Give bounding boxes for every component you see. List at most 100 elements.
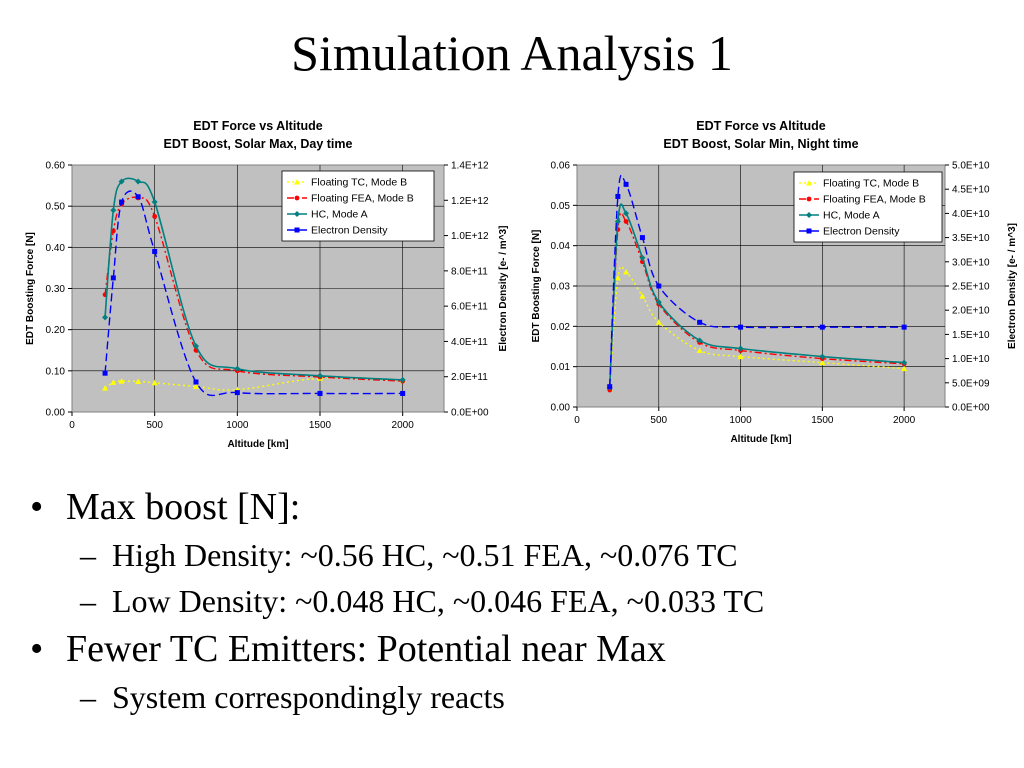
- legend: Floating TC, Mode B Floating FEA, Mode B H…: [281, 170, 435, 242]
- x-tick-label: 1500: [309, 420, 332, 431]
- x-tick-label: 1000: [226, 420, 249, 431]
- sub-bullet-item: – System correspondingly reacts: [30, 674, 1010, 720]
- series-density: [102, 190, 406, 397]
- data-point: [639, 293, 646, 299]
- y2-tick-label: 1.0E+12: [451, 231, 489, 242]
- y-tick-label: 0.10: [46, 366, 66, 377]
- data-point: [623, 268, 630, 275]
- data-point: [234, 390, 240, 396]
- data-point: [655, 319, 662, 325]
- y2-tick-label: 0.0E+00: [952, 403, 990, 414]
- data-point: [623, 210, 630, 217]
- data-point: [152, 248, 158, 254]
- data-point: [655, 299, 662, 306]
- data-point: [400, 390, 406, 396]
- data-point: [656, 283, 662, 289]
- data-point: [607, 384, 613, 390]
- data-point: [806, 196, 812, 202]
- bullet-dot: •: [30, 486, 44, 528]
- x-tick-label: 1000: [729, 415, 752, 426]
- data-point: [901, 324, 907, 330]
- y-tick-label: 0.60: [46, 161, 66, 172]
- series-line: [104, 196, 403, 382]
- legend-label: HC, Mode A: [823, 210, 880, 222]
- bullet-text: Fewer TC Emitters: Potential near Max: [66, 628, 666, 670]
- y-tick-label: 0.03: [551, 282, 571, 293]
- data-point: [135, 378, 142, 385]
- data-point: [819, 324, 825, 330]
- legend-label: Floating TC, Mode B: [823, 178, 919, 190]
- series-hc: [102, 177, 406, 383]
- x-tick-label: 2000: [893, 415, 916, 426]
- x-axis-label: Altitude [km]: [227, 439, 288, 450]
- series-line: [104, 177, 403, 381]
- y-tick-label: 0.40: [46, 243, 66, 254]
- bullet-list: • Max boost [N]: – High Density: ~0.56 HC,…: [30, 482, 1010, 720]
- x-tick-label: 0: [69, 420, 75, 431]
- chart-title: EDT Force vs Altitude: [193, 119, 322, 133]
- y2-tick-label: 2.0E+11: [451, 372, 488, 383]
- chart-solar-min: EDT Force vs Altitude EDT Boost, Solar Mi…: [531, 119, 1018, 445]
- chart-solar-max: EDT Force vs Altitude EDT Boost, Solar Ma…: [25, 119, 509, 450]
- sub-bullet-item: – High Density: ~0.56 HC, ~0.51 FEA, ~0.0…: [30, 532, 1010, 578]
- series-line: [104, 377, 403, 391]
- legend-label: Floating TC, Mode B: [311, 177, 407, 189]
- y2-tick-label: 6.0E+11: [451, 302, 488, 313]
- y-tick-label: 0.06: [551, 161, 571, 172]
- bullet-item: • Max boost [N]:: [30, 482, 1010, 532]
- data-point: [639, 254, 646, 261]
- y2-tick-label: 5.0E+10: [952, 161, 990, 172]
- data-point: [135, 194, 141, 200]
- x-tick-label: 500: [650, 415, 667, 426]
- y-tick-label: 0.50: [46, 202, 66, 213]
- y-tick-label: 0.01: [551, 362, 571, 373]
- data-point: [294, 179, 300, 185]
- data-point: [193, 383, 199, 389]
- legend-label: Floating FEA, Mode B: [311, 193, 414, 205]
- sub-bullet-dash: –: [80, 537, 96, 573]
- chart-subtitle: EDT Boost, Solar Min, Night time: [663, 137, 858, 151]
- data-point: [135, 178, 142, 185]
- bullet-text: Max boost [N]:: [66, 486, 301, 528]
- sub-bullet-dash: –: [80, 679, 96, 715]
- y-tick-label: 0.00: [551, 403, 571, 414]
- x-tick-label: 0: [574, 415, 580, 426]
- data-point: [806, 180, 812, 186]
- data-point: [118, 378, 125, 384]
- y-tick-label: 0.05: [551, 201, 571, 212]
- y2-tick-label: 1.2E+12: [451, 196, 489, 207]
- y-tick-label: 0.04: [551, 241, 571, 252]
- legend-label: HC, Mode A: [311, 209, 368, 221]
- data-point: [901, 359, 908, 366]
- sub-bullet-dash: –: [80, 583, 96, 619]
- data-point: [193, 343, 199, 350]
- data-point: [819, 353, 826, 360]
- series-density: [607, 174, 907, 390]
- y2-tick-label: 1.4E+12: [451, 161, 489, 172]
- data-point: [623, 181, 629, 187]
- y2-tick-label: 2.5E+10: [952, 282, 990, 293]
- data-point: [901, 365, 908, 372]
- data-point: [294, 211, 300, 217]
- sub-bullet-item: – Low Density: ~0.048 HC, ~0.046 FEA, ~0.…: [30, 578, 1010, 624]
- data-point: [102, 314, 109, 321]
- data-point: [317, 390, 323, 396]
- data-point: [399, 376, 406, 383]
- bullet-item: • Fewer TC Emitters: Potential near Max: [30, 624, 1010, 674]
- bullet-dot: •: [30, 628, 44, 670]
- data-point: [806, 212, 812, 218]
- data-point: [234, 365, 241, 372]
- sub-bullet-text: System correspondingly reacts: [112, 679, 505, 715]
- chart-title: EDT Force vs Altitude: [696, 119, 825, 133]
- sub-bullet-text: Low Density: ~0.048 HC, ~0.046 FEA, ~0.0…: [112, 583, 765, 619]
- legend-label: Electron Density: [823, 226, 900, 238]
- data-point: [639, 235, 645, 241]
- y-tick-label: 0.00: [46, 408, 66, 419]
- y2-tick-label: 8.0E+11: [451, 266, 488, 277]
- y-axis-label: EDT Boosting Force [N]: [25, 232, 36, 345]
- data-point: [119, 199, 125, 205]
- y2-tick-label: 4.0E+10: [952, 209, 990, 220]
- data-point: [614, 274, 621, 281]
- data-point: [737, 353, 744, 360]
- x-tick-label: 1500: [811, 415, 834, 426]
